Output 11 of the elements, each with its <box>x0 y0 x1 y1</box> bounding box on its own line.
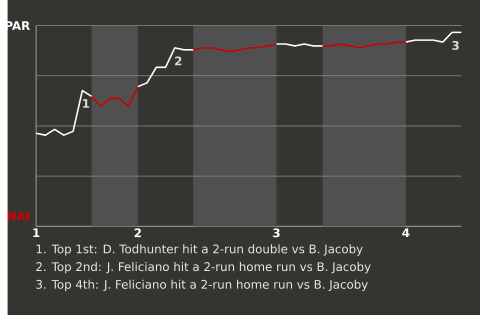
x-tick-label: 1 <box>33 228 40 238</box>
annotation: 2 <box>175 56 182 66</box>
text: NAI <box>8 212 30 220</box>
x-tick-label: 2 <box>134 228 141 238</box>
annotation: 1 <box>83 99 90 108</box>
x-tick-label: 4 <box>402 228 410 238</box>
text: 2. Top 2nd: J. Feliciano hit a 2-run home run vs B. Jacoby <box>36 262 371 274</box>
annotation: 3 <box>452 40 459 50</box>
x-tick-label: 3 <box>273 228 280 238</box>
text: 3. Top 4th: J. Feliciano hit a 2-run home run vs B. Jacoby <box>36 280 368 292</box>
text: 1. Top 1st: D. Todhunter hit a 2-run double vs B. Jacoby <box>36 244 363 256</box>
